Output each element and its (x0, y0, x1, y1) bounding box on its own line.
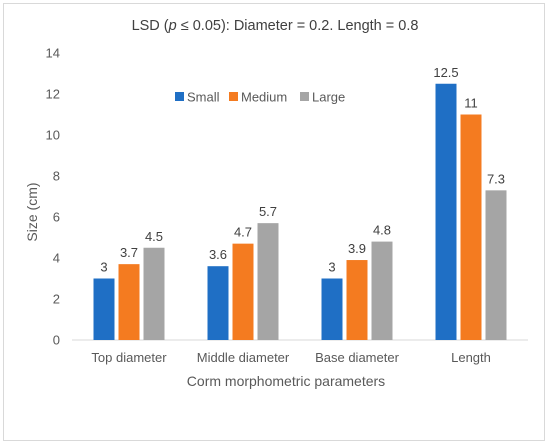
x-tick-label: Length (451, 350, 491, 365)
data-label: 3 (100, 260, 107, 275)
x-tick-label: Base diameter (315, 350, 399, 365)
bar-small-2 (207, 266, 229, 340)
legend-swatch-small (175, 92, 184, 101)
data-label: 4.8 (373, 223, 391, 238)
y-tick-label: 2 (53, 292, 60, 307)
y-tick-label: 4 (53, 251, 60, 266)
bar-medium-1 (118, 264, 140, 340)
x-tick-label: Middle diameter (197, 350, 290, 365)
data-label: 11 (464, 96, 478, 111)
legend: Small Medium Large (175, 90, 345, 105)
y-axis: 0 2 4 6 8 10 12 14 (46, 46, 60, 348)
bars-group (93, 83, 507, 340)
data-label: 12.5 (433, 65, 458, 80)
y-tick-label: 10 (46, 128, 60, 143)
data-label: 4.7 (234, 225, 252, 240)
legend-swatch-large (300, 92, 309, 101)
bar-small-1 (93, 278, 115, 340)
bar-large-4 (485, 190, 507, 340)
y-tick-label: 6 (53, 210, 60, 225)
data-label: 7.3 (487, 171, 505, 186)
bar-small-4 (435, 83, 457, 340)
bar-medium-4 (460, 114, 482, 340)
y-tick-label: 14 (46, 46, 60, 61)
bar-large-3 (371, 241, 393, 340)
legend-swatch-medium (229, 92, 238, 101)
legend-label-medium: Medium (241, 90, 287, 105)
y-tick-label: 8 (53, 169, 60, 184)
x-axis: Top diameter Middle diameter Base diameter… (91, 350, 490, 365)
data-label: 3.7 (120, 245, 138, 260)
data-label: 3.6 (209, 247, 227, 262)
bar-small-3 (321, 278, 343, 340)
chart-title: LSD (p ≤ 0.05): Diameter = 0.2. Length =… (132, 18, 419, 34)
legend-label-small: Small (187, 90, 220, 105)
bar-large-2 (257, 223, 279, 340)
bar-medium-3 (346, 260, 368, 340)
y-axis-title: Size (cm) (24, 182, 40, 241)
data-label: 4.5 (145, 229, 163, 244)
y-tick-label: 12 (46, 87, 60, 102)
data-label: 3.9 (348, 241, 366, 256)
bar-large-1 (143, 247, 165, 340)
x-axis-title: Corm morphometric parameters (187, 373, 385, 389)
y-tick-label: 0 (53, 333, 60, 348)
x-tick-label: Top diameter (91, 350, 167, 365)
bar-medium-2 (232, 243, 254, 340)
data-labels-group: 3 3.7 4.5 3.6 4.7 5.7 3 3.9 4.8 12.5 11 7.3 (100, 65, 505, 275)
legend-label-large: Large (312, 90, 345, 105)
data-label: 5.7 (259, 204, 277, 219)
data-label: 3 (328, 260, 335, 275)
